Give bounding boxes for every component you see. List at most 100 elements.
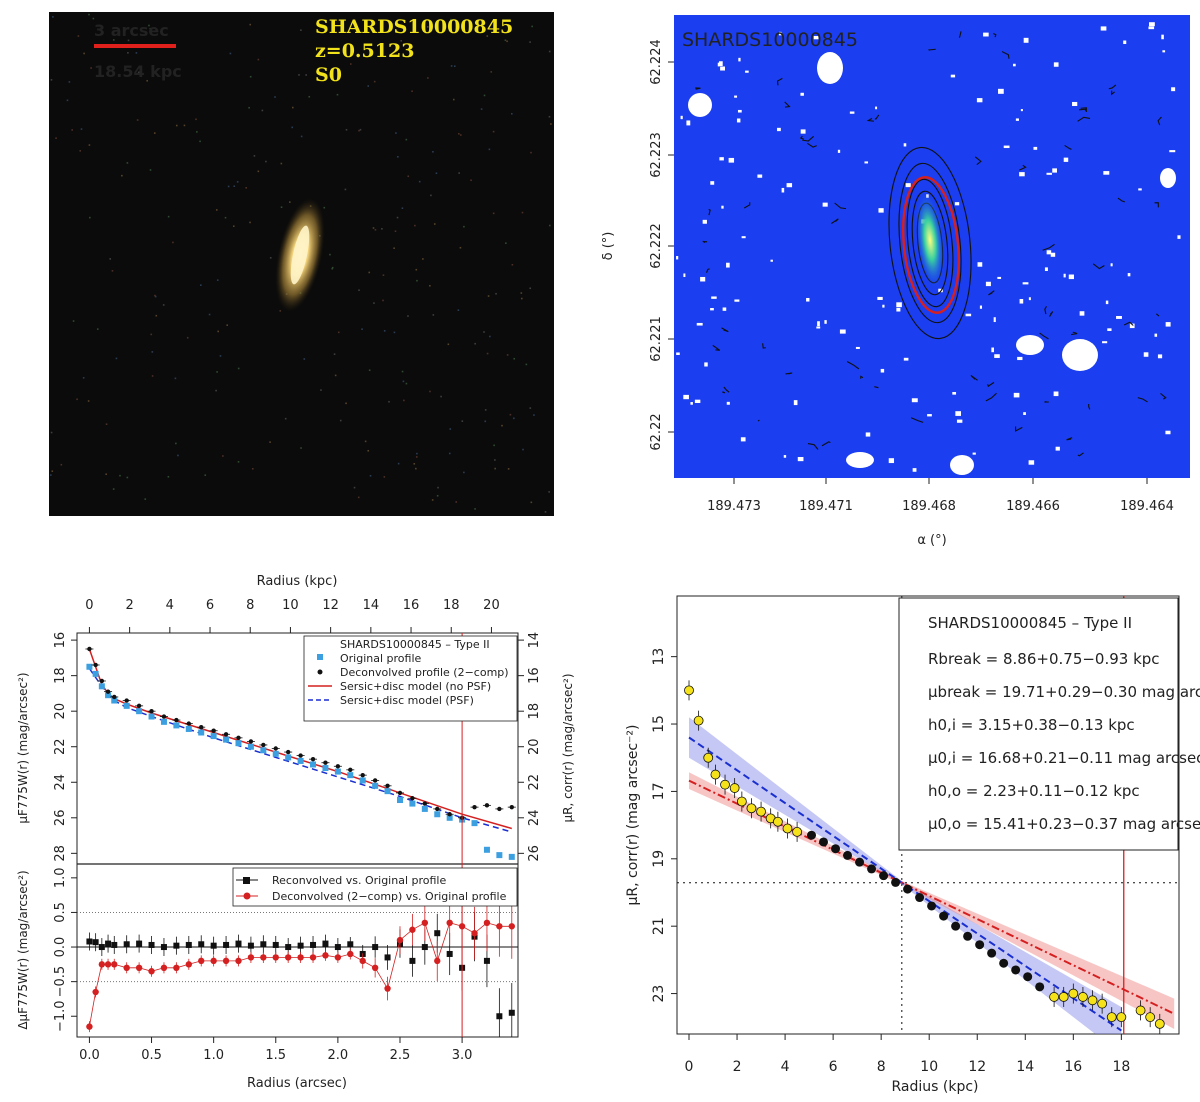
original-point	[347, 772, 354, 779]
noise-speck	[127, 39, 130, 42]
masked-speck	[1177, 235, 1181, 239]
noise-contour	[722, 391, 726, 394]
legend-reconv-marker	[243, 877, 250, 884]
noise-contour	[1015, 426, 1023, 432]
noise-speck	[415, 268, 418, 271]
noise-contour	[799, 135, 805, 140]
residual-tick-label: 0.0	[53, 937, 68, 958]
masked-speck	[864, 161, 869, 164]
masked-speck	[1116, 315, 1122, 319]
noise-speck	[249, 23, 252, 26]
noise-speck	[175, 124, 178, 127]
noise-speck	[397, 462, 400, 465]
original-point	[496, 852, 503, 859]
excluded-point	[1135, 1005, 1146, 1016]
deconv-point	[372, 778, 378, 783]
noise-speck	[548, 491, 550, 493]
noise-speck	[452, 98, 455, 101]
noise-speck	[172, 241, 174, 244]
noise-speck	[149, 27, 152, 30]
deconv-point	[112, 694, 117, 700]
inner-band	[689, 717, 1122, 1034]
noise-contour	[1044, 306, 1047, 315]
noise-speck	[450, 65, 453, 67]
contour-4	[888, 146, 972, 340]
excluded-point	[1049, 992, 1060, 1002]
contour-lines	[695, 31, 1167, 457]
noise-speck	[331, 266, 334, 269]
masked-speck	[1019, 172, 1025, 177]
reconv-point	[173, 942, 180, 949]
noise-speck	[521, 211, 524, 214]
noise-contour	[1066, 437, 1073, 441]
masked-speck	[813, 36, 820, 40]
noise-speck	[167, 475, 170, 478]
noise-speck	[484, 409, 487, 411]
noise-speck	[68, 81, 71, 83]
noise-contour	[821, 441, 831, 447]
masked-speck	[1017, 356, 1023, 361]
deconv-point	[261, 742, 266, 748]
original-point	[260, 747, 267, 754]
noise-speck	[372, 227, 375, 229]
noise-speck	[227, 185, 230, 188]
masked-speck	[1127, 273, 1131, 277]
noise-speck	[490, 71, 493, 73]
fitted-point	[1035, 982, 1045, 992]
noise-speck	[121, 174, 123, 177]
noise-contour	[1157, 116, 1162, 126]
reconv-point	[384, 954, 391, 961]
reconv-point	[198, 941, 205, 948]
deconv-res-point	[434, 957, 441, 965]
reconv-point	[483, 957, 490, 964]
map-axes: 189.473 189.471 189.468 189.466 189.464 62.22…	[649, 39, 1174, 514]
deconv-point	[223, 732, 229, 737]
noise-speck	[174, 377, 177, 380]
reconv-point	[421, 944, 428, 951]
profile-legend-title: SHARDS10000845 – Type II	[340, 638, 490, 651]
noise-speck	[126, 476, 129, 479]
masked-speck	[976, 98, 983, 103]
noise-speck	[196, 131, 198, 133]
noise-contour	[743, 202, 751, 209]
noise-speck	[506, 354, 509, 356]
masked-speck	[738, 57, 741, 62]
original-point	[223, 736, 230, 743]
masked-speck	[1129, 323, 1135, 329]
excluded-point	[1116, 1012, 1127, 1023]
masked-speck	[734, 299, 740, 302]
deconv-point	[323, 760, 328, 765]
noise-speck	[463, 471, 465, 474]
noise-speck	[71, 129, 73, 131]
break-frame	[676, 595, 1180, 1035]
reconv-point	[322, 940, 329, 947]
masked-speck	[726, 401, 730, 405]
noise-speck	[405, 382, 408, 385]
masked-speck	[778, 31, 782, 36]
masked-speck	[878, 208, 884, 213]
break-ytick-label: 17	[651, 783, 667, 801]
noise-contour	[1039, 332, 1049, 340]
masked-speck	[793, 400, 798, 406]
noise-speck	[55, 137, 57, 139]
noise-speck	[175, 442, 177, 445]
original-point	[471, 820, 478, 827]
noise-contour	[708, 208, 711, 216]
noise-speck	[151, 375, 154, 377]
profile-right-tick-label: 24	[527, 810, 542, 827]
legend-original-marker	[317, 654, 323, 660]
masked-speck	[1157, 354, 1163, 359]
excluded-point	[1078, 992, 1088, 1002]
masked-speck	[1013, 63, 1016, 67]
deconv-point	[136, 703, 142, 709]
noise-speck	[249, 221, 251, 224]
masked-speck	[1072, 101, 1078, 107]
masked-speck	[950, 74, 956, 78]
fitted-point	[855, 857, 865, 867]
panel-profile: 0.0 0.5 1.0 1.5 2.0 2.5 3.00 2 4 6 8 10 12 14 16 18 2016…	[16, 574, 575, 1091]
excluded-point	[772, 816, 783, 827]
noise-speck	[513, 357, 516, 360]
fitted-point	[939, 911, 949, 921]
noise-speck	[284, 417, 287, 420]
image-noise	[50, 13, 552, 513]
